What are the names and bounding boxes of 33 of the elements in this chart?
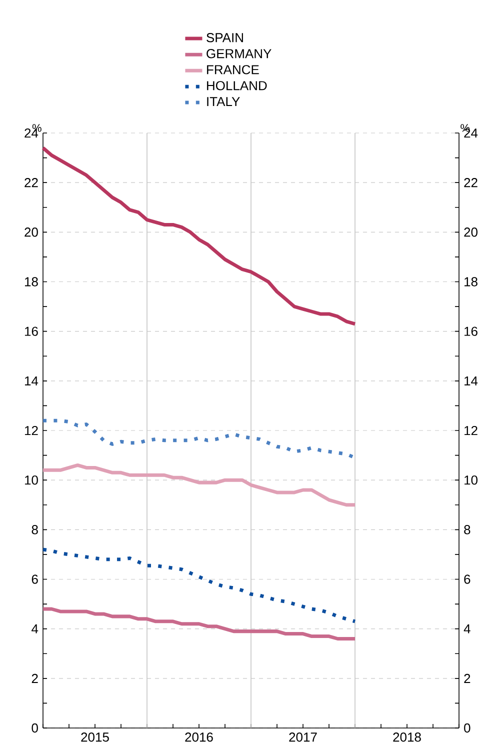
y-tick-label: 10 xyxy=(24,475,38,485)
y2-tick-label: 14 xyxy=(464,376,478,386)
y-tick-label: 0 xyxy=(32,723,38,733)
legend-label: GERMANY xyxy=(206,49,272,58)
y2-tick-label: 18 xyxy=(464,277,478,286)
legend-label: FRANCE xyxy=(207,65,259,74)
y-tick-label: 6 xyxy=(32,574,38,584)
y-tick-label: 18 xyxy=(24,277,38,286)
x-tick-label: 2015 xyxy=(81,732,109,742)
y-tick-label: 16 xyxy=(24,326,38,336)
y2-tick-label: 12 xyxy=(464,426,478,436)
y2-tick-label: 8 xyxy=(464,525,470,534)
y2-tick-label: 6 xyxy=(464,574,470,584)
y-tick-label: 14 xyxy=(24,376,38,386)
y2-tick-label: 16 xyxy=(464,326,478,336)
y2-tick-label: 22 xyxy=(464,178,478,188)
y-tick-label: 12 xyxy=(24,426,38,436)
legend-label: SPAIN xyxy=(206,33,243,42)
x-tick-label: 2018 xyxy=(393,732,421,742)
y2-tick-label: 2 xyxy=(464,674,470,683)
legend-label: ITALY xyxy=(207,97,240,106)
x-tick-label: 2016 xyxy=(185,732,213,742)
y-tick-label: 2 xyxy=(32,674,38,683)
y-tick-label: 8 xyxy=(32,525,38,534)
y2-tick-label: 20 xyxy=(464,228,478,237)
y-tick-label: 4 xyxy=(32,624,38,634)
x-tick-label: 2017 xyxy=(289,732,317,742)
y2-tick-label: 0 xyxy=(464,723,470,733)
y-tick-label: 22 xyxy=(24,178,38,188)
y-tick-label: 20 xyxy=(24,228,38,237)
y2-tick-label: 4 xyxy=(464,624,470,634)
legend-label: HOLLAND xyxy=(207,81,267,90)
y2-tick-label: 10 xyxy=(464,475,478,485)
